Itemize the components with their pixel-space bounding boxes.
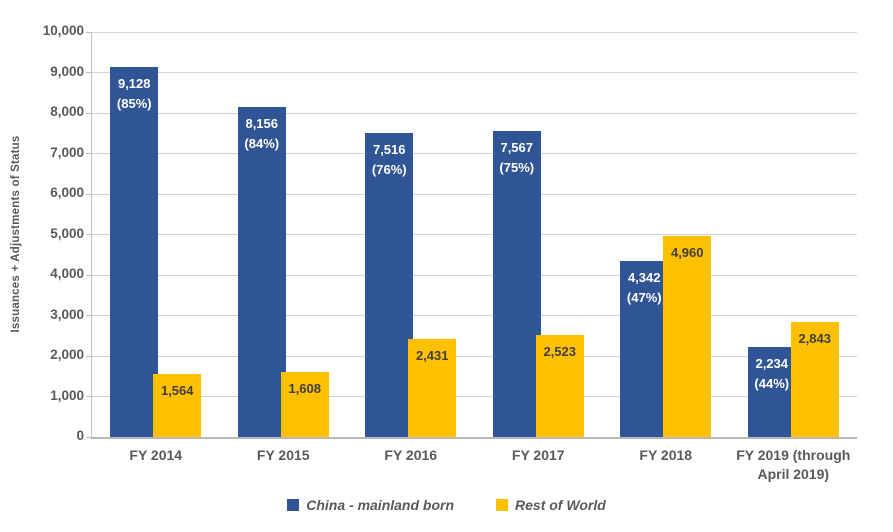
bar-value: 2,843 — [798, 330, 832, 346]
bar-value-label: 7,516 (76%) — [359, 140, 419, 180]
bar-rest-of-world: 2,523 — [535, 334, 584, 437]
legend-label: China - mainland born — [306, 497, 455, 513]
category-group-fy-2014: 9,128 (85%) 1,564 — [92, 32, 220, 437]
bar-value: 2,431 — [415, 347, 449, 363]
y-tick-label: 1,000 — [50, 387, 84, 403]
bar-value-label: 2,234 (44%) — [742, 354, 802, 394]
y-tick-mark — [86, 315, 91, 316]
bar-percent: (47%) — [626, 290, 662, 306]
bar-percent: (75%) — [499, 159, 535, 175]
x-axis-label-fy-2017: FY 2017 — [511, 447, 565, 463]
bar-percent: (85%) — [116, 96, 152, 112]
gridline — [92, 234, 857, 235]
bar-value: 7,516 — [372, 141, 406, 157]
bar-value: 8,156 — [245, 115, 279, 131]
gridline — [92, 274, 857, 276]
category-group-fy-2018: 4,342 (47%) 4,960 — [602, 32, 730, 437]
y-tick-mark — [86, 193, 91, 195]
bar-value: 4,342 — [627, 270, 661, 286]
bar-rest-of-world: 2,843 — [790, 321, 839, 437]
y-tick-mark — [86, 436, 91, 438]
bar-value-label: 9,128 (85%) — [104, 74, 164, 114]
bar-value-label: 2,523 — [530, 342, 590, 362]
gridline — [92, 112, 857, 114]
y-tick-label: 9,000 — [50, 63, 84, 79]
bar-china-mainland-born: 7,516 (76%) — [365, 132, 414, 437]
bar-china-mainland-born: 2,234 (44%) — [747, 346, 796, 437]
bar-value: 2,234 — [755, 355, 789, 371]
bar-china-mainland-born: 4,342 (47%) — [620, 261, 669, 437]
y-tick-mark — [86, 274, 91, 276]
y-tick-label: 2,000 — [50, 347, 84, 362]
bar-percent: (76%) — [371, 161, 407, 177]
bar-value-label: 4,342 (47%) — [614, 268, 674, 308]
bar-value-label: 1,608 — [275, 379, 335, 399]
y-tick-mark — [86, 396, 91, 397]
y-tick-mark — [86, 153, 91, 154]
gridline — [92, 315, 857, 316]
gridline — [92, 31, 857, 33]
legend-swatch-icon — [287, 499, 300, 511]
y-axis-line — [91, 32, 92, 437]
y-tick-mark — [86, 234, 91, 235]
bar-value-label: 4,960 — [657, 243, 717, 263]
gridline — [92, 396, 857, 397]
legend-label: Rest of World — [515, 497, 606, 513]
x-axis-labels: FY 2014 FY 2015 FY 2016 FY 2017 FY 2018 FY 20… — [92, 446, 857, 484]
category-group-fy-2017: 7,567 (75%) 2,523 — [475, 32, 603, 437]
y-tick-label: 4,000 — [50, 266, 84, 281]
legend-item-rest-of-world: Rest of World — [496, 497, 606, 513]
gridline — [92, 355, 857, 357]
bar-value: 1,608 — [288, 380, 322, 396]
gridline — [92, 72, 857, 73]
legend: China - mainland born Rest of World — [0, 497, 893, 513]
y-tick-mark — [86, 112, 91, 114]
y-tick-label: 3,000 — [50, 306, 84, 322]
bar-percent: (44%) — [754, 375, 790, 391]
category-group-fy-2015: 8,156 (84%) 1,608 — [220, 32, 348, 437]
bar-value-label: 2,843 — [785, 329, 845, 349]
legend-item-china-mainland-born: China - mainland born — [287, 497, 454, 513]
category-group-fy-2016: 7,516 (76%) 2,431 — [347, 32, 475, 437]
bar-rest-of-world: 1,608 — [280, 371, 329, 437]
bar-value: 1,564 — [160, 382, 194, 398]
y-tick-label: 7,000 — [50, 144, 84, 160]
bar-value-label: 7,567 (75%) — [487, 138, 547, 178]
y-tick-label: 8,000 — [50, 104, 84, 119]
bar-value: 2,523 — [543, 343, 577, 359]
gridline — [92, 193, 857, 195]
y-tick-mark — [86, 31, 91, 33]
y-tick-label: 10,000 — [42, 23, 84, 38]
bar-value: 9,128 — [117, 76, 151, 92]
bar-value-label: 8,156 (84%) — [232, 114, 292, 154]
bar-china-mainland-born: 9,128 (85%) — [110, 67, 159, 437]
legend-swatch-icon — [496, 499, 509, 511]
bar-china-mainland-born: 8,156 (84%) — [237, 106, 286, 437]
category-group-fy-2019-through-april-2019: 2,234 (44%) 2,843 — [730, 32, 858, 437]
y-tick-mark — [86, 72, 91, 73]
y-tick-mark — [86, 355, 91, 357]
x-axis-label-fy-2018: FY 2018 — [639, 447, 693, 463]
x-axis-label-fy-2015: FY 2015 — [256, 447, 310, 463]
y-tick-label: 6,000 — [50, 185, 84, 200]
bar-rest-of-world: 2,431 — [408, 338, 457, 437]
bar-rest-of-world: 1,564 — [153, 373, 202, 437]
bar-value-label: 2,431 — [402, 346, 462, 366]
y-tick-label: 5,000 — [50, 225, 84, 241]
bar-value: 4,960 — [670, 245, 704, 261]
bar-china-mainland-born: 7,567 (75%) — [492, 130, 541, 437]
x-axis-label-fy-2016: FY 2016 — [384, 447, 438, 463]
bar-rest-of-world: 4,960 — [663, 236, 712, 437]
plot-area: 9,128 (85%) 1,564 8,156 (84%) 1,608 7,516 (76%)… — [86, 31, 858, 439]
gridline — [92, 153, 857, 154]
y-tick-label: 0 — [76, 428, 84, 443]
bar-value-label: 1,564 — [147, 381, 207, 401]
y-axis-title: Issuances + Adjustments of Status — [10, 135, 22, 333]
x-axis-label-fy-2019-through-april-2019: FY 2019 (through April 2019) — [736, 447, 851, 482]
bar-value: 7,567 — [500, 139, 534, 155]
x-axis-label-fy-2014: FY 2014 — [129, 447, 183, 463]
x-axis-line — [91, 437, 857, 439]
bar-percent: (84%) — [244, 135, 280, 151]
